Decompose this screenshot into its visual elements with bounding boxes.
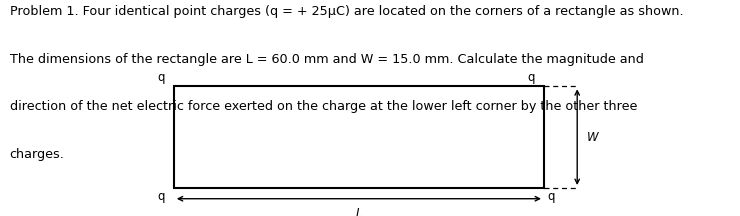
- Text: charges.: charges.: [10, 148, 64, 161]
- Text: q: q: [528, 71, 535, 84]
- Text: q: q: [548, 190, 555, 203]
- Text: The dimensions of the rectangle are L = 60.0 mm and W = 15.0 mm. Calculate the m: The dimensions of the rectangle are L = …: [10, 53, 644, 66]
- Text: L: L: [356, 207, 362, 216]
- Text: direction of the net electric force exerted on the charge at the lower left corn: direction of the net electric force exer…: [10, 100, 637, 113]
- Bar: [174, 86, 544, 188]
- Text: q: q: [158, 190, 165, 203]
- Text: W: W: [587, 131, 599, 144]
- Text: q: q: [158, 71, 165, 84]
- Text: Problem 1. Four identical point charges (q = + 25μC) are located on the corners : Problem 1. Four identical point charges …: [10, 5, 683, 18]
